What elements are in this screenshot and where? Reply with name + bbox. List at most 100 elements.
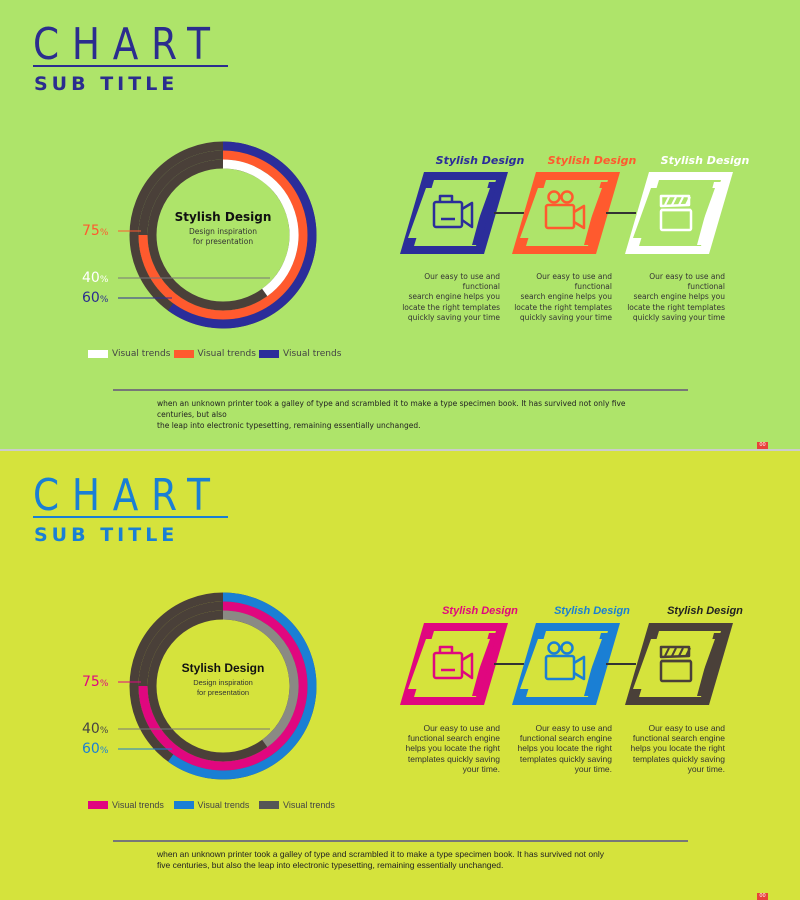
percent-label: 60% — [82, 290, 108, 308]
percent-unit: % — [99, 295, 109, 305]
percent-label: 60% — [82, 741, 108, 759]
title-underline — [33, 516, 228, 518]
percent-unit: % — [99, 275, 109, 285]
legend-item: Visual trends — [173, 349, 256, 359]
step-connector — [606, 212, 636, 214]
step-description: Our easy to use and functional search eng… — [506, 272, 612, 323]
step-connector — [606, 663, 636, 665]
footnote-text: when an unknown printer took a galley of… — [157, 849, 657, 871]
description-line: locate the right templates — [514, 302, 612, 312]
description-line: locate the right templates — [627, 302, 725, 312]
step-frame — [625, 172, 733, 254]
ring-arc-60 — [168, 141, 317, 329]
legend-item: Visual trends — [259, 800, 335, 810]
step-title: Stylish Design — [554, 605, 630, 617]
legend-label: Visual trends — [197, 349, 256, 359]
description-line: search engine helps you — [633, 292, 725, 302]
legend-swatch — [173, 801, 194, 809]
percent-value: 75 — [82, 223, 100, 239]
description-line: Our easy to use and functional — [536, 272, 612, 292]
step-frame — [512, 172, 620, 254]
legend-swatch — [259, 350, 279, 358]
description-line: helps you locate the right — [517, 743, 612, 754]
description-line: functional search engine — [632, 733, 725, 744]
step-title: Stylish Design — [667, 605, 743, 617]
video-camera-icon — [432, 645, 474, 680]
video-camera-icon — [432, 194, 474, 229]
description-line: Our easy to use and — [423, 723, 500, 733]
percent-unit: % — [99, 679, 109, 689]
footnote-text: when an unknown printer took a galley of… — [157, 398, 657, 431]
ring-arc-75 — [138, 601, 308, 771]
description-line: Our easy to use and — [535, 723, 612, 733]
step-title: Stylish Design — [442, 605, 518, 617]
subtitle-line: for presentation — [196, 688, 250, 697]
page-number: 00 — [757, 893, 768, 900]
step-frame — [400, 623, 508, 705]
movie-camera-icon — [544, 190, 586, 230]
ring-arc-40 — [222, 159, 299, 297]
description-line: quickly saving your time — [407, 312, 500, 322]
step-frame — [512, 623, 620, 705]
description-line: search engine helps you — [520, 292, 612, 302]
description-line: Our easy to use and functional — [424, 272, 500, 292]
footnote-line: five centuries, but also the leap into e… — [157, 860, 504, 870]
description-line: templates quickly saving — [632, 753, 725, 764]
description-line: Our easy to use and — [648, 723, 725, 733]
donut-chart — [118, 592, 317, 780]
percent-label: 75% — [82, 223, 108, 241]
percent-value: 75 — [82, 674, 100, 690]
description-line: locate the right templates — [402, 302, 500, 312]
description-line: Our easy to use and functional — [649, 272, 725, 292]
step-description: Our easy to use and functional search eng… — [394, 723, 500, 774]
legend-item: Visual trends — [173, 800, 249, 810]
description-line: your time. — [462, 763, 500, 774]
slide-1: CHART SUB TITLE 60% 75% 40% Stylish Design Des… — [0, 0, 800, 449]
legend-item: Visual trends — [259, 349, 341, 359]
description-line: functional search engine — [407, 733, 500, 744]
page-number: 00 — [757, 442, 768, 449]
donut-chart — [118, 141, 317, 329]
percent-unit: % — [99, 726, 109, 736]
subtitle-line: for presentation — [192, 237, 254, 246]
description-line: your time. — [574, 763, 612, 774]
description-line: templates quickly saving — [519, 753, 612, 764]
description-line: your time. — [687, 763, 725, 774]
description-line: search engine helps you — [408, 292, 500, 302]
slide-title: CHART — [33, 470, 223, 521]
movie-camera-icon — [544, 641, 586, 681]
divider — [113, 840, 688, 842]
title-underline — [33, 65, 228, 67]
description-line: templates quickly saving — [407, 753, 500, 764]
footnote-line: when an unknown printer took a galley of… — [157, 849, 604, 859]
description-line: quickly saving your time — [632, 312, 725, 322]
donut-center-subtitle: Design inspiration for presentation — [163, 227, 283, 247]
slide-title: CHART — [33, 19, 223, 70]
step-description: Our easy to use and functional search eng… — [394, 272, 500, 323]
donut-center-title: Stylish Design — [174, 210, 272, 224]
legend-swatch — [173, 350, 194, 358]
step-connector — [494, 212, 524, 214]
footnote-line: the leap into electronic typesetting, re… — [157, 421, 421, 430]
description-line: helps you locate the right — [405, 743, 500, 754]
legend-swatch — [88, 801, 108, 809]
legend-label: Visual trends — [112, 349, 171, 359]
legend-label: Visual trends — [283, 800, 335, 810]
ring-arc-75 — [138, 150, 308, 320]
legend-item: Visual trends — [88, 349, 170, 359]
step-title: Stylish Design — [435, 154, 525, 167]
step-title: Stylish Design — [547, 154, 637, 167]
step-description: Our easy to use and functional search eng… — [506, 723, 612, 774]
step-title: Stylish Design — [660, 154, 750, 167]
divider — [113, 389, 688, 391]
description-line: quickly saving your time — [519, 312, 612, 322]
percent-label: 40% — [82, 270, 108, 288]
percent-value: 40 — [82, 270, 100, 286]
step-frame — [400, 172, 508, 254]
percent-value: 40 — [82, 721, 100, 737]
legend-swatch — [88, 350, 108, 358]
slide-subtitle: SUB TITLE — [34, 524, 179, 546]
subtitle-line: Design inspiration — [189, 227, 257, 236]
slide-subtitle: SUB TITLE — [34, 73, 179, 95]
step-description: Our easy to use and functional search eng… — [619, 723, 725, 774]
